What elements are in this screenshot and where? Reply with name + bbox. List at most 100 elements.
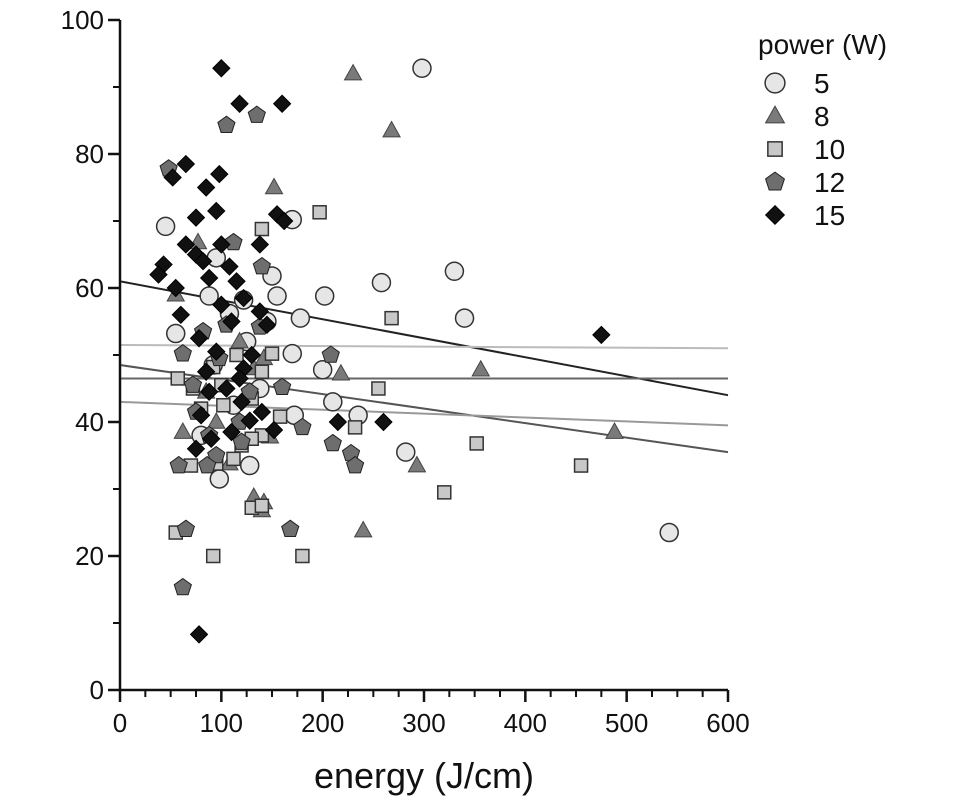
y-tick-label: 20 [75, 541, 104, 571]
data-point [199, 268, 219, 288]
data-point [170, 371, 186, 386]
x-tick-label: 500 [605, 708, 648, 738]
data-point [199, 382, 219, 402]
y-tick-label: 40 [75, 407, 104, 437]
data-point [176, 235, 196, 254]
data-point [217, 115, 236, 133]
data-point [254, 498, 270, 513]
data-point [176, 519, 196, 537]
data-point [312, 205, 327, 220]
data-point [216, 398, 231, 413]
data-point [323, 433, 342, 452]
data-point [267, 286, 287, 306]
data-point [230, 94, 249, 113]
data-point [240, 382, 259, 400]
data-point [250, 235, 270, 254]
data-point [186, 208, 206, 227]
data-point [396, 442, 416, 462]
data-point [191, 406, 211, 425]
data-point [437, 485, 452, 500]
data-point [295, 548, 310, 564]
data-point [226, 451, 241, 467]
data-point [592, 325, 611, 345]
data-point [371, 272, 392, 293]
data-point [206, 411, 226, 429]
data-point [165, 323, 186, 344]
data-point [242, 345, 261, 365]
data-point [163, 168, 182, 187]
data-point [272, 94, 292, 113]
series-12 [159, 105, 365, 596]
data-point [328, 412, 348, 432]
x-axis-title: energy (J/cm) [314, 755, 534, 796]
data-point [605, 422, 624, 439]
data-point [274, 211, 294, 231]
data-point [382, 120, 401, 138]
y-tick-label: 80 [75, 139, 104, 169]
data-point [374, 412, 393, 432]
data-point [314, 286, 335, 306]
data-point [149, 265, 168, 284]
data-point [659, 522, 679, 543]
data-point [189, 329, 209, 348]
data-point [197, 455, 217, 474]
data-point [239, 455, 260, 476]
data-point [189, 625, 209, 644]
x-tick-label: 400 [504, 708, 547, 738]
data-point [264, 177, 284, 195]
data-point [345, 455, 365, 474]
trend-line [119, 343, 729, 350]
legend-marker-5 [764, 72, 786, 94]
data-point [220, 257, 239, 276]
data-point [222, 422, 241, 442]
data-point [469, 436, 484, 451]
data-point [272, 377, 292, 395]
data-points [149, 58, 679, 644]
data-point [471, 359, 491, 377]
data-point [250, 302, 270, 321]
data-point [323, 392, 343, 412]
data-point [207, 445, 226, 464]
data-point [312, 359, 333, 380]
data-point [252, 402, 272, 422]
data-point [196, 362, 216, 381]
data-point [207, 342, 226, 361]
data-point [353, 520, 373, 538]
series-15 [149, 59, 611, 644]
data-point [169, 455, 188, 474]
legend-label: 12 [814, 167, 845, 198]
data-point [264, 346, 280, 361]
legend-marker-12 [764, 171, 786, 191]
data-point [201, 429, 221, 448]
data-point [155, 216, 176, 237]
data-point [331, 363, 351, 381]
axis-ticks: 0 20 40 60 80 100 0 100 200 300 400 500 600 [61, 5, 750, 738]
data-point [384, 310, 399, 326]
data-point [212, 235, 231, 254]
data-point [281, 519, 300, 537]
data-point [171, 305, 191, 325]
data-point [230, 369, 249, 388]
y-tick-label: 100 [61, 5, 104, 35]
data-point [371, 381, 386, 396]
y-tick-label: 0 [90, 675, 104, 705]
x-tick-label: 0 [113, 708, 127, 738]
data-point [229, 347, 244, 363]
series-10 [168, 205, 589, 564]
data-point [290, 308, 311, 328]
data-point [407, 455, 427, 473]
data-point [227, 272, 246, 291]
data-point [212, 59, 231, 78]
x-tick-label: 200 [301, 708, 344, 738]
data-point [166, 278, 185, 298]
data-point [347, 420, 363, 435]
legend-title: power (W) [758, 29, 887, 60]
data-point [234, 288, 253, 308]
data-point [444, 261, 465, 281]
data-point [176, 154, 196, 174]
data-point [186, 439, 206, 459]
data-point [343, 63, 363, 81]
data-point [321, 345, 340, 363]
legend-label: 15 [814, 200, 845, 231]
